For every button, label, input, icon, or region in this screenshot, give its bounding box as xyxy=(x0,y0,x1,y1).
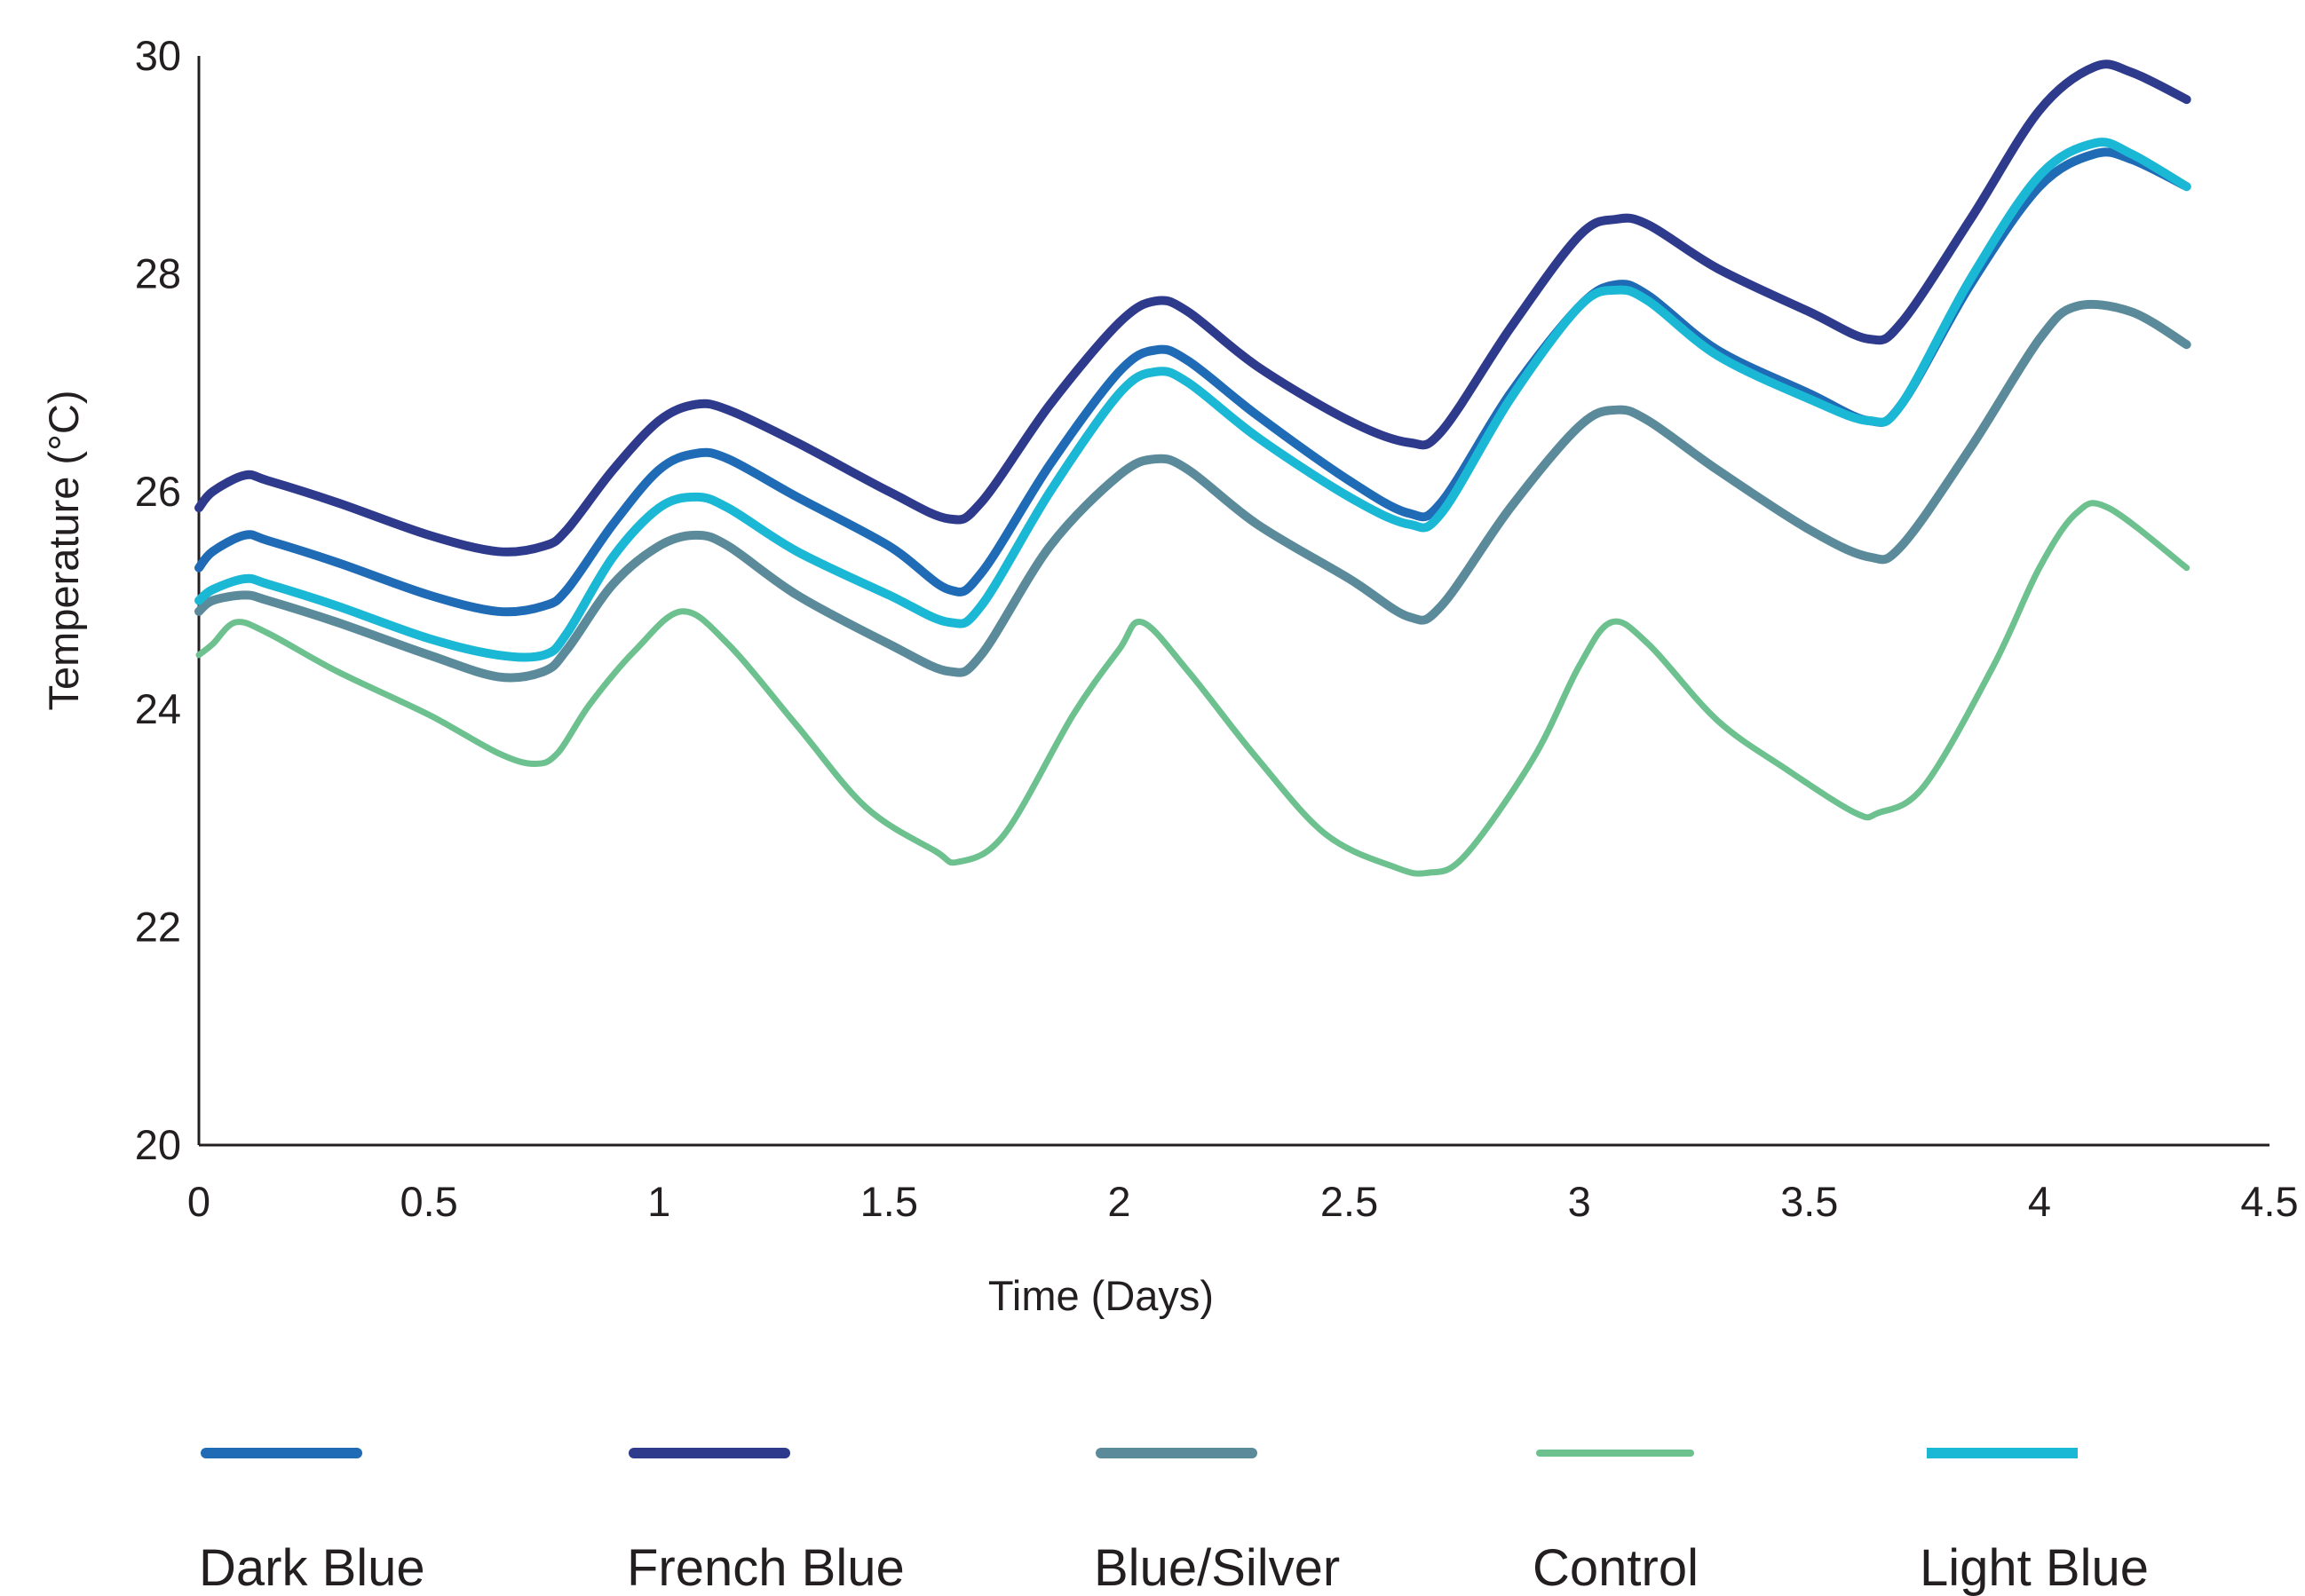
x-tick-label: 4 xyxy=(2028,1178,2051,1225)
x-tick-labels: 0 0.5 1 1.5 2 2.5 3 3.5 4 4.5 xyxy=(187,1178,2299,1225)
y-axis-title: Temperature (°C) xyxy=(40,391,87,711)
legend-label-french-blue: French Blue xyxy=(627,1539,905,1596)
y-tick-label: 26 xyxy=(135,468,181,515)
y-tick-labels: 20 22 24 26 28 30 xyxy=(135,32,181,1168)
x-tick-label: 0.5 xyxy=(400,1178,457,1225)
x-tick-label: 0 xyxy=(187,1178,210,1225)
series-line-french-blue xyxy=(194,59,2191,557)
series-line-control xyxy=(195,500,2190,877)
x-tick-label: 2.5 xyxy=(1320,1178,1378,1225)
legend-label-control: Control xyxy=(1533,1539,1699,1596)
x-tick-label: 1 xyxy=(647,1178,670,1225)
legend-label-blue-silver: Blue/Silver xyxy=(1094,1539,1340,1596)
x-tick-label: 2 xyxy=(1107,1178,1130,1225)
y-tick-label: 30 xyxy=(135,32,181,79)
series-line-blue-silver xyxy=(194,299,2191,683)
y-tick-label: 24 xyxy=(135,685,181,732)
legend: Dark Blue French Blue Blue/Silver Control Li… xyxy=(199,1448,2149,1596)
x-axis-title: Time (Days) xyxy=(988,1272,1214,1319)
x-tick-label: 1.5 xyxy=(860,1178,918,1225)
x-tick-label: 3.5 xyxy=(1780,1178,1838,1225)
series-line-light-blue xyxy=(194,138,2191,662)
y-tick-label: 28 xyxy=(135,249,181,296)
legend-label-light-blue: Light Blue xyxy=(1920,1539,2149,1596)
axes xyxy=(197,56,2269,1147)
x-tick-label: 4.5 xyxy=(2240,1178,2298,1225)
legend-label-dark-blue: Dark Blue xyxy=(199,1539,425,1596)
y-tick-label: 22 xyxy=(135,904,181,951)
x-tick-label: 3 xyxy=(1568,1178,1591,1225)
y-tick-label: 20 xyxy=(135,1121,181,1168)
series-lines xyxy=(194,59,2191,877)
